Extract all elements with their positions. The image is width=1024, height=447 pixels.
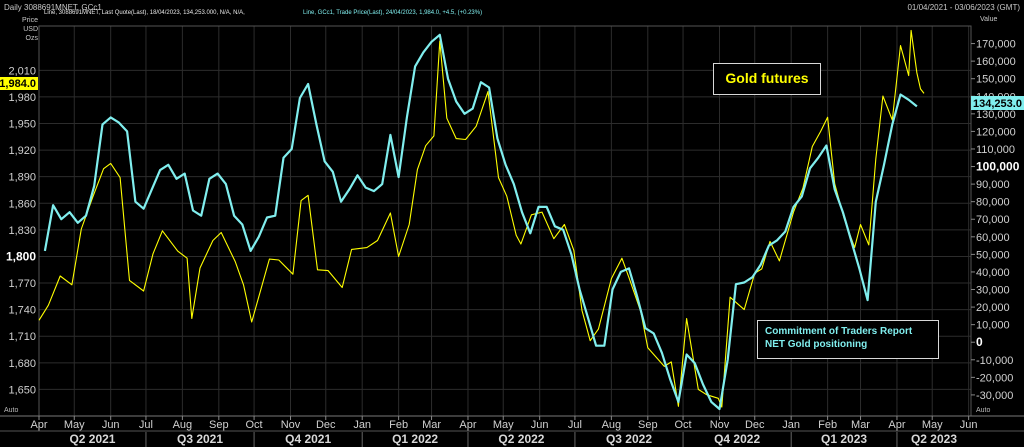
x-tick-label: Jul [568, 419, 582, 431]
x-tick-label: Apr [30, 419, 47, 431]
auto-scale-left[interactable]: Auto [4, 407, 19, 414]
right-tick-label: 60,000 [976, 232, 1010, 244]
right-tick-label: 40,000 [976, 267, 1010, 279]
right-tick-label: 0 [976, 335, 983, 349]
left-tick-label: 1,920 [8, 145, 36, 157]
left-axis-unit: Price USD Ozs [0, 16, 38, 43]
x-tick-label: Mar [422, 419, 441, 431]
right-tick-label: 150,000 [976, 74, 1016, 86]
x-tick-label: Jun [960, 419, 978, 431]
x-tick-label: Apr [459, 419, 476, 431]
chart-header-bar: Daily 3088691MNET, GCc1 Line, 3088691MNE… [0, 0, 1024, 16]
left-tick-label: 1,770 [8, 278, 36, 290]
x-tick-label: Jan [353, 419, 371, 431]
x-tick-label: Jun [102, 419, 120, 431]
cot-net-position-line [43, 33, 918, 411]
x-tick-label: Dec [316, 419, 336, 431]
right-tick-label: 70,000 [976, 214, 1010, 226]
right-tick-label: 160,000 [976, 56, 1016, 68]
x-tick-label: Feb [818, 419, 837, 431]
quarter-label: Q4 2021 [285, 432, 331, 446]
right-tick-label: 10,000 [976, 320, 1010, 332]
left-tick-label: 1,710 [8, 331, 36, 343]
series1-legend: Line, 3088691MNET, Last Quote(Last), 18/… [44, 10, 245, 16]
gold-futures-label: Gold futures [725, 70, 809, 86]
x-tick-label: May [64, 419, 85, 431]
right-tick-label: 100,000 [976, 160, 1020, 174]
right-tick-label: 30,000 [976, 285, 1010, 297]
gold-futures-callout: Gold futures [713, 63, 821, 95]
left-tick-label: 1,830 [8, 225, 36, 237]
left-tick-label: 1,680 [8, 358, 36, 370]
x-tick-label: Nov [281, 419, 301, 431]
axes: Apr May Jun Jul Aug Sep Oct Nov Dec Jan Feb Mar Apr M… [6, 39, 1020, 447]
left-tick-label: 2,010 [8, 65, 36, 77]
x-tick-label: Mar [851, 419, 870, 431]
quarter-label: Q2 2022 [498, 432, 544, 446]
right-tick-label: -30,000 [976, 390, 1013, 402]
cot-last-value-label: 134,253.0 [973, 98, 1022, 110]
series-layer [38, 29, 925, 411]
left-tick-label: 1,860 [8, 198, 36, 210]
series2-legend: Line, GCc1, Trade Price(Last), 24/04/202… [303, 10, 483, 16]
x-tick-label: Nov [710, 419, 730, 431]
x-tick-label: Jul [139, 419, 153, 431]
right-tick-label: 50,000 [976, 249, 1010, 261]
quarter-label: Q4 2022 [714, 432, 760, 446]
right-tick-label: 130,000 [976, 109, 1016, 121]
cot-last-value-box [971, 96, 1024, 110]
quarter-label: Q2 2021 [69, 432, 115, 446]
right-tick-label: 110,000 [976, 144, 1015, 156]
cot-callout: Commitment of Traders Report NET Gold po… [757, 320, 939, 359]
plot-frame [0, 25, 1024, 432]
right-tick-label: 170,000 [976, 39, 1016, 51]
x-tick-label: Dec [745, 419, 765, 431]
x-tick-label: Oct [246, 419, 263, 431]
quarter-label: Q3 2022 [606, 432, 652, 446]
left-tick-label: 1,980 [8, 92, 36, 104]
right-axis-unit: Value [980, 16, 998, 23]
x-tick-label: Sep [209, 419, 229, 431]
left-tick-label: 1,890 [8, 172, 36, 184]
left-tick-label: 1,950 [8, 119, 36, 131]
gold-last-price-box [0, 77, 38, 90]
quarter-label: Q1 2022 [392, 432, 438, 446]
cot-callout-line2: NET Gold positioning [765, 339, 868, 350]
x-tick-label: Aug [173, 419, 193, 431]
x-tick-label: Jun [531, 419, 549, 431]
x-tick-label: Aug [602, 419, 622, 431]
left-tick-label: 1,800 [6, 249, 36, 263]
x-tick-label: Feb [389, 419, 408, 431]
auto-scale-right[interactable]: Auto [976, 407, 991, 414]
right-tick-label: 90,000 [976, 179, 1010, 191]
x-tick-label: Jan [782, 419, 800, 431]
gold-price-line [38, 29, 925, 408]
left-tick-label: 1,650 [8, 384, 36, 396]
right-tick-label: -20,000 [976, 372, 1013, 384]
left-unit-price: Price [22, 17, 38, 24]
x-tick-label: May [922, 419, 943, 431]
left-tick-label: 1,740 [8, 305, 36, 317]
date-range: 01/04/2021 - 03/06/2023 (GMT) [907, 3, 1020, 12]
left-unit-ozs: Ozs [25, 35, 38, 42]
right-tick-label: 20,000 [976, 302, 1010, 314]
left-unit-usd: USD [23, 26, 38, 33]
last-value-markers: 1,984.0 134,253.0 [0, 77, 1024, 110]
right-tick-label: 80,000 [976, 197, 1010, 209]
x-tick-label: Oct [674, 419, 691, 431]
right-tick-label: 120,000 [976, 126, 1016, 138]
cot-callout-line1: Commitment of Traders Report [765, 326, 913, 337]
quarter-label: Q2 2023 [911, 432, 957, 446]
x-tick-label: Apr [888, 419, 905, 431]
x-tick-label: May [493, 419, 514, 431]
right-tick-label: -10,000 [976, 355, 1013, 367]
x-tick-label: Sep [638, 419, 658, 431]
quarter-label: Q3 2021 [177, 432, 223, 446]
quarter-label: Q1 2023 [821, 432, 867, 446]
chart-title: Daily 3088691MNET, GCc1 [4, 3, 102, 12]
gold-last-price-label: 1,984.0 [0, 78, 36, 90]
